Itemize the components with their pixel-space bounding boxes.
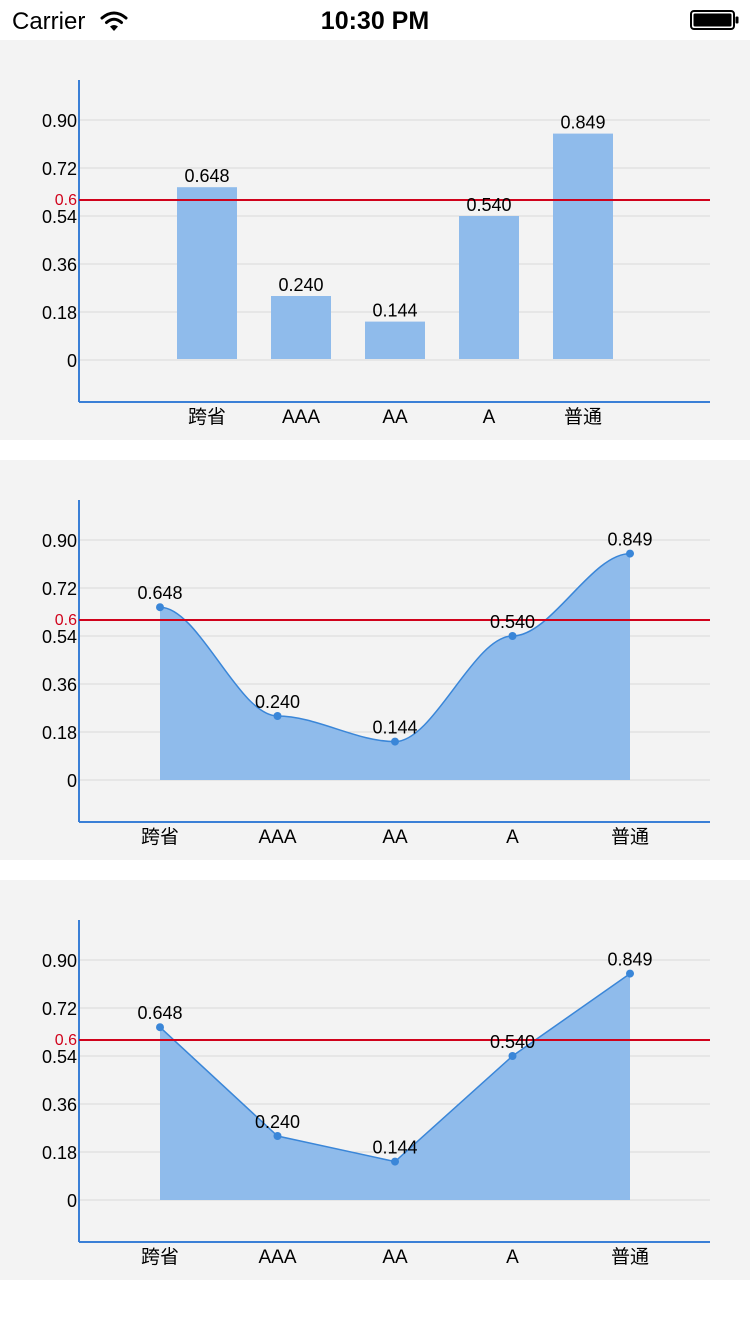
bar [271, 296, 331, 359]
x-tick-label: 跨省 [141, 826, 179, 848]
x-tick-label: A [506, 1247, 519, 1268]
y-tick-label: 0 [67, 1191, 77, 1211]
bar-chart-panel: 0 0.18 0.36 0.54 0.72 0.90 0.6 0.648 0.240 0.144 0… [0, 40, 750, 440]
data-label: 0.540 [490, 612, 535, 632]
linear-area-chart-panel: 0 0.18 0.36 0.54 0.72 0.90 0.6 0.648 0.240 0.144 0… [0, 880, 750, 1280]
bar [459, 216, 519, 359]
x-tick-label: A [483, 407, 496, 428]
y-tick-label: 0.90 [42, 951, 77, 971]
x-tick-label: AAA [282, 407, 320, 428]
y-tick-label: 0 [67, 351, 77, 371]
bar-chart: 0 0.18 0.36 0.54 0.72 0.90 0.6 0.648 0.240 0.144 0… [42, 80, 710, 428]
data-point [391, 1157, 399, 1166]
clock: 10:30 PM [320, 7, 430, 35]
y-tick-label: 0.72 [42, 999, 77, 1019]
y-tick-label: 0.90 [42, 111, 77, 131]
linear-area-chart: 0 0.18 0.36 0.54 0.72 0.90 0.6 0.648 0.240 0.144 0… [42, 920, 710, 1268]
x-tick-label: 普通 [611, 826, 649, 848]
data-point [156, 1023, 164, 1032]
smooth-area-chart-panel: 0 0.18 0.36 0.54 0.72 0.90 0.6 0.648 0.240 0.144 0… [0, 460, 750, 860]
data-label: 0.849 [607, 530, 652, 550]
threshold-label: 0.6 [55, 192, 77, 209]
y-tick-label: 0.36 [42, 675, 77, 695]
data-label: 0.240 [278, 275, 323, 295]
y-tick-label: 0.72 [42, 159, 77, 179]
x-tick-label: 跨省 [141, 1246, 179, 1268]
x-tick-label: AA [382, 1247, 408, 1268]
area-fill [160, 553, 630, 780]
data-point [626, 549, 634, 558]
data-label: 0.240 [255, 1112, 300, 1132]
bar [365, 321, 425, 359]
wifi-icon [100, 11, 128, 31]
data-label: 0.240 [255, 692, 300, 712]
y-tick-label: 0.36 [42, 255, 77, 275]
threshold-label: 0.6 [55, 612, 77, 629]
smooth-area-chart: 0 0.18 0.36 0.54 0.72 0.90 0.6 0.648 0.240 0.144 0… [42, 500, 710, 848]
battery-icon [690, 10, 739, 30]
data-point [273, 712, 282, 720]
y-tick-label: 0.18 [42, 303, 77, 323]
data-point [508, 1052, 517, 1060]
data-label: 0.648 [137, 583, 182, 603]
x-tick-label: 跨省 [188, 406, 226, 428]
x-tick-label: AAA [258, 1247, 296, 1268]
bar [553, 133, 613, 359]
data-label: 0.540 [466, 195, 511, 215]
threshold-label: 0.6 [55, 1032, 77, 1049]
x-tick-label: 普通 [564, 406, 602, 428]
x-tick-label: 普通 [611, 1246, 649, 1268]
data-label: 0.144 [372, 1138, 417, 1158]
y-tick-label: 0.54 [42, 627, 77, 647]
data-point [626, 969, 634, 978]
y-tick-label: 0 [67, 771, 77, 791]
data-label: 0.648 [137, 1003, 182, 1023]
data-label: 0.540 [490, 1032, 535, 1052]
carrier-label: Carrier [12, 8, 86, 35]
data-point [273, 1132, 282, 1140]
x-tick-label: AA [382, 407, 408, 428]
data-label: 0.648 [184, 166, 229, 186]
x-tick-label: AA [382, 827, 408, 848]
data-point [508, 632, 517, 640]
y-tick-label: 0.90 [42, 531, 77, 551]
data-label: 0.849 [607, 950, 652, 970]
y-tick-label: 0.18 [42, 1143, 77, 1163]
area-fill [160, 973, 630, 1200]
data-label: 0.849 [560, 113, 605, 133]
y-tick-label: 0.54 [42, 207, 77, 227]
bar [177, 187, 237, 359]
x-tick-label: A [506, 827, 519, 848]
status-bar: Carrier 10:30 PM [0, 0, 750, 40]
y-tick-label: 0.54 [42, 1047, 77, 1067]
data-point [391, 737, 399, 746]
data-point [156, 603, 164, 612]
y-tick-label: 0.18 [42, 723, 77, 743]
data-label: 0.144 [372, 301, 417, 321]
y-tick-label: 0.36 [42, 1095, 77, 1115]
y-tick-label: 0.72 [42, 579, 77, 599]
data-label: 0.144 [372, 718, 417, 738]
x-tick-label: AAA [258, 827, 296, 848]
